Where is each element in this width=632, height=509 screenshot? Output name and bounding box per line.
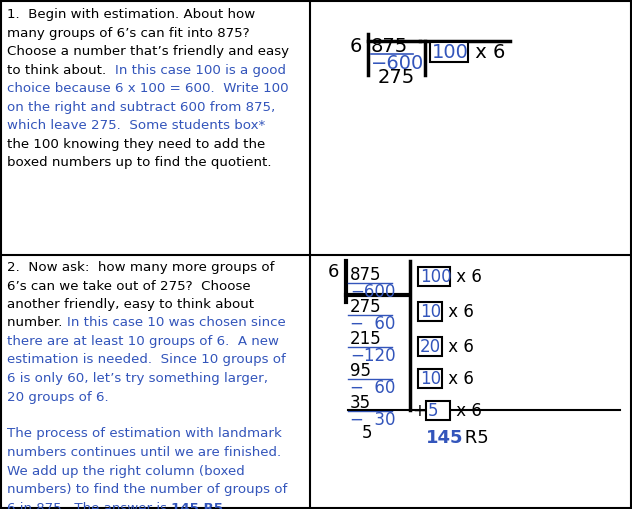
Text: x 6: x 6 <box>451 268 482 286</box>
Text: 10: 10 <box>420 370 441 388</box>
Text: −  60: − 60 <box>350 379 396 397</box>
Text: −  30: − 30 <box>350 411 396 429</box>
Text: numbers continues until we are finished.: numbers continues until we are finished. <box>7 446 281 459</box>
Text: −600: −600 <box>350 283 396 301</box>
Text: x 6: x 6 <box>443 370 474 388</box>
Text: boxed numbers up to find the quotient.: boxed numbers up to find the quotient. <box>7 156 272 169</box>
Text: 6: 6 <box>350 37 362 56</box>
Text: −  60: − 60 <box>350 315 396 333</box>
Text: R5: R5 <box>459 429 489 447</box>
Text: choice because 6 x 100 = 600.  Write 100: choice because 6 x 100 = 600. Write 100 <box>7 82 289 95</box>
Text: The process of estimation with landmark: The process of estimation with landmark <box>7 428 282 440</box>
Text: 145: 145 <box>426 429 463 447</box>
Text: 6 in 875.  The answer is: 6 in 875. The answer is <box>7 501 171 509</box>
Text: 6 is only 60, let’s try something larger,: 6 is only 60, let’s try something larger… <box>7 372 268 385</box>
Text: which leave 275.  Some students box*: which leave 275. Some students box* <box>7 119 265 132</box>
Text: 1.  Begin with estimation. About how: 1. Begin with estimation. About how <box>7 8 255 21</box>
Text: In this case 10 was chosen since: In this case 10 was chosen since <box>67 317 286 329</box>
Text: 10: 10 <box>420 303 441 321</box>
Text: there are at least 10 groups of 6.  A new: there are at least 10 groups of 6. A new <box>7 335 279 348</box>
Text: numbers) to find the number of groups of: numbers) to find the number of groups of <box>7 483 288 496</box>
Text: to think about.: to think about. <box>7 64 115 76</box>
Text: 215: 215 <box>350 330 382 348</box>
Bar <box>426 401 450 420</box>
Text: 35: 35 <box>350 394 371 412</box>
Text: x 6: x 6 <box>469 42 506 62</box>
Text: 5: 5 <box>362 424 372 442</box>
Text: 5: 5 <box>428 402 439 420</box>
Text: −600: −600 <box>371 54 424 73</box>
Text: 100: 100 <box>432 42 469 62</box>
Text: estimation is needed.  Since 10 groups of: estimation is needed. Since 10 groups of <box>7 353 286 366</box>
Text: +: + <box>412 402 426 420</box>
Text: x 6: x 6 <box>443 303 474 321</box>
Text: 875: 875 <box>350 266 382 284</box>
Text: 20 groups of 6.: 20 groups of 6. <box>7 390 109 404</box>
Text: We add up the right column (boxed: We add up the right column (boxed <box>7 465 245 477</box>
Text: 6: 6 <box>328 263 339 281</box>
Text: 20: 20 <box>420 338 441 356</box>
Text: 275: 275 <box>378 68 415 87</box>
Text: x 6: x 6 <box>451 402 482 420</box>
Text: on the right and subtract 600 from 875,: on the right and subtract 600 from 875, <box>7 100 276 114</box>
Text: Choose a number that’s friendly and easy: Choose a number that’s friendly and easy <box>7 45 289 58</box>
Text: 875: 875 <box>371 37 408 56</box>
Text: another friendly, easy to think about: another friendly, easy to think about <box>7 298 254 311</box>
Text: the 100 knowing they need to add the: the 100 knowing they need to add the <box>7 137 265 151</box>
Text: number.: number. <box>7 317 67 329</box>
Text: 95: 95 <box>350 362 371 380</box>
Text: 2.  Now ask:  how many more groups of: 2. Now ask: how many more groups of <box>7 261 274 274</box>
Text: 145 R5: 145 R5 <box>171 501 223 509</box>
Text: x 6: x 6 <box>443 338 474 356</box>
Text: 275: 275 <box>350 298 382 316</box>
Bar <box>418 267 450 286</box>
Bar <box>418 302 442 321</box>
Text: many groups of 6’s can fit into 875?: many groups of 6’s can fit into 875? <box>7 26 250 40</box>
Text: 100: 100 <box>420 268 452 286</box>
Text: 6’s can we take out of 275?  Choose: 6’s can we take out of 275? Choose <box>7 279 251 293</box>
Text: −120: −120 <box>350 347 396 365</box>
Bar <box>430 42 468 62</box>
Bar <box>418 337 442 356</box>
Bar <box>418 369 442 388</box>
Text: In this case 100 is a good: In this case 100 is a good <box>115 64 286 76</box>
